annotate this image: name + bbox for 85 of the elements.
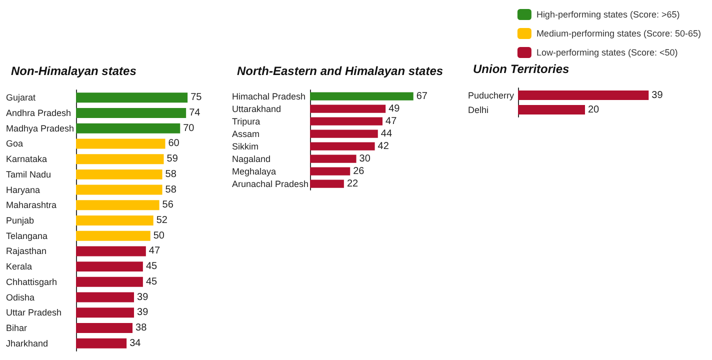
- data-label: 58: [165, 168, 177, 180]
- data-label: 26: [353, 166, 365, 177]
- y-tick-label: Andhra Pradesh: [6, 108, 72, 118]
- bar: [310, 167, 350, 176]
- data-label: 67: [416, 90, 428, 102]
- y-tick-label: Maharashtra: [6, 200, 57, 210]
- y-tick-label: Chhattisgarh: [6, 276, 58, 287]
- data-label: 45: [146, 276, 158, 288]
- data-label: 42: [378, 140, 390, 152]
- legend-label: Low-performing states (Score: <50): [536, 48, 678, 58]
- chart-title: Non-Himalayan states: [11, 64, 137, 78]
- bar: [76, 276, 143, 287]
- data-label: 75: [190, 92, 202, 104]
- y-tick-label: Himachal Pradesh: [232, 91, 306, 102]
- bar: [76, 154, 164, 164]
- y-tick-label: Karnataka: [6, 154, 48, 164]
- y-tick-label: Kerala: [6, 262, 32, 272]
- y-tick-label: Meghalaya: [232, 166, 276, 176]
- data-label: 39: [137, 307, 149, 318]
- bar: [76, 138, 166, 149]
- y-tick-label: Assam: [232, 128, 260, 139]
- bar: [76, 230, 150, 241]
- bar: [76, 216, 154, 226]
- bar: [310, 104, 386, 113]
- data-label: 47: [386, 116, 398, 127]
- legend-label: Medium-performing states (Score: 50-65): [536, 28, 702, 38]
- bar: [310, 117, 383, 126]
- bar: [76, 246, 146, 256]
- data-label: 60: [168, 138, 180, 150]
- y-tick-label: Gujarat: [6, 92, 36, 103]
- data-label: 47: [148, 246, 160, 257]
- bar: [76, 262, 143, 272]
- y-tick-label: Delhi: [468, 104, 489, 115]
- y-tick-label: Tripura: [232, 116, 260, 126]
- y-tick-label: Nagaland: [232, 154, 271, 164]
- data-label: 59: [166, 154, 178, 165]
- data-label: 50: [153, 230, 165, 242]
- data-label: 34: [130, 338, 142, 349]
- bar: [76, 123, 180, 134]
- bar: [76, 322, 133, 333]
- data-label: 56: [162, 200, 174, 211]
- y-tick-label: Jharkhand: [6, 338, 48, 348]
- y-tick-label: Sikkim: [232, 141, 258, 152]
- data-label: 45: [146, 261, 158, 272]
- data-label: 44: [380, 128, 392, 140]
- bar: [76, 292, 134, 302]
- bar: [310, 180, 344, 188]
- y-tick-label: Goa: [6, 138, 24, 149]
- bar: [76, 338, 127, 348]
- bar: [310, 142, 375, 150]
- y-tick-label: Tamil Nadu: [6, 169, 52, 180]
- y-tick-label: Madhya Pradesh: [6, 123, 74, 134]
- bar: [310, 130, 378, 138]
- data-label: 20: [588, 104, 600, 116]
- bar: [310, 92, 414, 100]
- y-tick-label: Uttarakhand: [232, 104, 282, 114]
- bar: [76, 308, 134, 318]
- y-tick-label: Puducherry: [468, 90, 515, 100]
- bar: [76, 184, 162, 195]
- bar: [76, 108, 186, 118]
- y-tick-label: Odisha: [6, 292, 35, 302]
- y-tick-label: Arunachal Pradesh: [232, 178, 309, 189]
- data-label: 30: [359, 153, 371, 164]
- bar: [310, 154, 356, 163]
- y-tick-label: Bihar: [6, 322, 28, 333]
- data-label: 74: [189, 108, 201, 119]
- data-label: 52: [156, 215, 168, 226]
- data-label: 38: [136, 322, 148, 334]
- bar: [76, 169, 162, 180]
- data-label: 39: [137, 292, 149, 303]
- data-label: 22: [346, 178, 359, 190]
- y-tick-label: Telangana: [6, 230, 48, 241]
- bar: [76, 92, 188, 103]
- chart-title: North-Eastern and Himalayan states: [237, 64, 444, 78]
- chart-title: Union Territories: [473, 62, 570, 76]
- legend-label: High-performing states (Score: >65): [536, 10, 680, 20]
- y-tick-label: Uttar Pradesh: [6, 308, 62, 318]
- y-tick-label: Haryana: [6, 184, 40, 195]
- y-tick-label: Punjab: [6, 216, 34, 226]
- data-label: 49: [388, 103, 400, 114]
- bar: [76, 200, 160, 210]
- data-label: 70: [183, 122, 195, 134]
- data-label: 58: [165, 184, 177, 196]
- y-tick-label: Rajasthan: [6, 246, 47, 256]
- data-label: 39: [652, 90, 664, 101]
